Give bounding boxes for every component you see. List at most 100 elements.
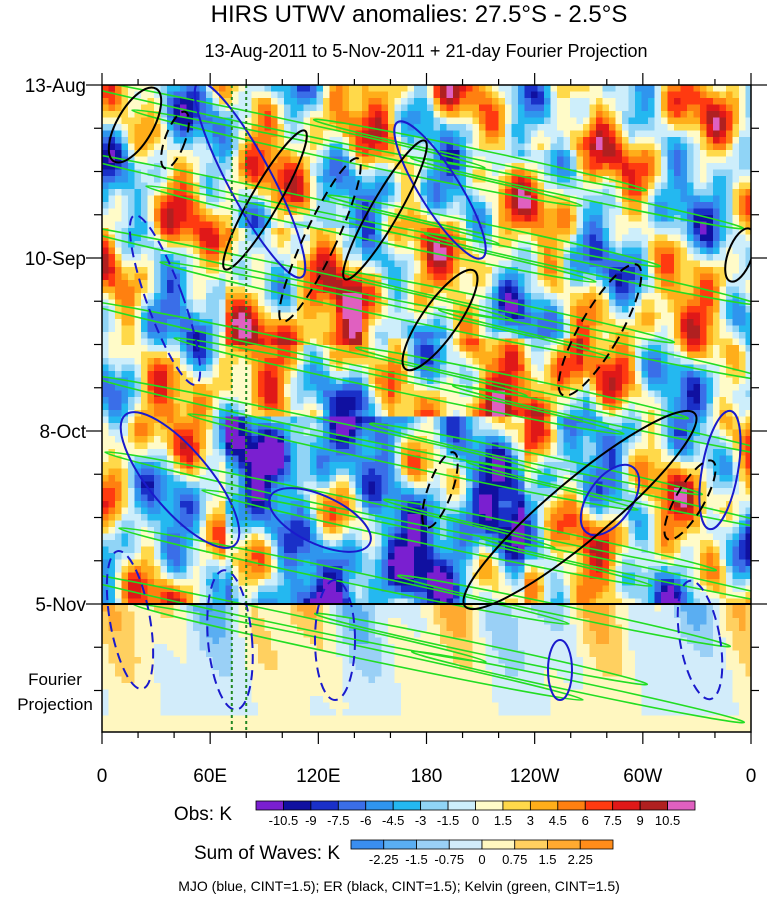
- er-contour: [107, 86, 163, 164]
- kelvin-contour: [187, 413, 639, 511]
- x-tick-label: 180: [411, 766, 443, 787]
- kelvin-contour: [437, 308, 751, 382]
- mjo-contour: [268, 487, 372, 553]
- waves-colorbar-tick: 0.75: [502, 852, 527, 867]
- kelvin-contour: [382, 498, 718, 572]
- kelvin-contour: [465, 460, 751, 534]
- obs-colorbar-tick: -3: [415, 813, 427, 828]
- waves-colorbar-swatch: [350, 839, 385, 850]
- kelvin-contour: [423, 232, 751, 306]
- mjo-contour: [206, 569, 254, 711]
- er-contour: [421, 451, 459, 529]
- y-tick-label: 8-Oct: [40, 422, 87, 443]
- plot-area: [102, 85, 751, 732]
- y-tick-label: 10-Sep: [25, 249, 86, 270]
- er-contour: [342, 139, 428, 281]
- obs-colorbar-label: Obs: K: [174, 804, 232, 825]
- kelvin-contour: [368, 422, 704, 496]
- mjo-contour: [193, 85, 307, 279]
- kelvin-contour: [104, 451, 556, 549]
- kelvin-contour: [340, 270, 676, 344]
- obs-colorbar-swatch: [365, 800, 394, 811]
- mjo-contour: [698, 409, 742, 531]
- kelvin-contour: [396, 574, 732, 648]
- obs-colorbar-swatch: [502, 800, 531, 811]
- kelvin-contour: [201, 489, 653, 587]
- obs-colorbar-swatch: [392, 800, 422, 811]
- waves-colorbar-swatch: [416, 839, 450, 850]
- x-tick-label: 120W: [510, 766, 560, 787]
- kelvin-contour: [159, 261, 611, 359]
- x-tick-label: 0: [97, 766, 108, 787]
- chart-subtitle: 13-Aug-2011 to 5-Nov-2011 + 21-day Fouri…: [204, 41, 647, 61]
- obs-colorbar-swatch: [612, 800, 641, 811]
- er-contour: [401, 268, 479, 372]
- waves-colorbar-tick: -1.5: [405, 852, 427, 867]
- projection-label-line1: Fourier: [28, 670, 82, 689]
- waves-colorbar-tick: 0: [478, 852, 485, 867]
- waves-colorbar-swatch: [547, 839, 581, 850]
- er-contour: [462, 409, 698, 611]
- obs-colorbar-tick: 4.5: [549, 813, 567, 828]
- kelvin-contour: [102, 85, 486, 169]
- kelvin-contour: [102, 375, 542, 473]
- kelvin-contour: [354, 346, 690, 420]
- obs-colorbar: [255, 800, 696, 811]
- mjo-contour: [579, 463, 641, 537]
- obs-colorbar-tick: 10.5: [655, 813, 680, 828]
- kelvin-contour: [102, 299, 528, 397]
- obs-colorbar-tick: 7.5: [604, 813, 622, 828]
- waves-colorbar-tick: 1.5: [538, 852, 556, 867]
- y-axis-labels: 13-Aug 10-Sep 8-Oct 5-Nov: [25, 76, 87, 616]
- kelvin-contour: [409, 156, 745, 230]
- kelvin-contour: [451, 384, 751, 458]
- er-contour: [663, 459, 717, 541]
- kelvin-contour: [102, 147, 500, 245]
- obs-colorbar-tick: -6: [360, 813, 372, 828]
- mjo-contour: [676, 579, 724, 701]
- er-contour: [222, 129, 308, 271]
- kelvin-contour: [479, 536, 751, 610]
- waves-colorbar-swatch: [514, 839, 548, 850]
- waves-colorbar-swatch: [579, 839, 614, 850]
- obs-colorbar-swatch: [420, 800, 449, 811]
- obs-colorbar-tick: 1.5: [494, 813, 512, 828]
- kelvin-contour: [145, 185, 597, 283]
- obs-colorbar-tick: -1.5: [437, 813, 459, 828]
- waves-colorbar-tick: -2.25: [369, 852, 399, 867]
- obs-colorbar-tick: -10.5: [269, 813, 299, 828]
- x-tick-label: 60W: [623, 766, 662, 787]
- obs-colorbar-swatch: [584, 800, 614, 811]
- waves-colorbar-swatch: [481, 839, 516, 850]
- obs-colorbar-swatch: [255, 800, 284, 811]
- obs-colorbar-tick: 0: [472, 813, 479, 828]
- obs-colorbar-tick: -9: [305, 813, 317, 828]
- obs-colorbar-swatch: [337, 800, 367, 811]
- kelvin-contour: [313, 612, 649, 686]
- axis-ticks: [86, 73, 767, 744]
- kelvin-contour: [131, 109, 583, 207]
- obs-colorbar-tick: 9: [637, 813, 644, 828]
- obs-colorbar-swatch: [475, 800, 504, 811]
- projection-label-line2: Projection: [17, 695, 93, 714]
- waves-colorbar-swatch: [383, 839, 417, 850]
- mjo-contour: [119, 411, 241, 549]
- kelvin-contour: [410, 650, 746, 724]
- mjo-contour: [314, 579, 356, 701]
- kelvin-contour: [312, 118, 648, 192]
- obs-anomaly-field: [102, 85, 751, 732]
- waves-colorbar-label: Sum of Waves: K: [194, 843, 340, 864]
- obs-colorbar-tick: -4.5: [382, 813, 404, 828]
- y-tick-label: 5-Nov: [35, 595, 86, 616]
- waves-colorbar-tick: 2.25: [568, 852, 593, 867]
- obs-colorbar-swatch: [667, 800, 696, 811]
- kelvin-contour: [118, 527, 570, 625]
- er-contour: [557, 263, 643, 397]
- mjo-contour: [128, 214, 202, 386]
- kelvin-contour: [173, 337, 625, 435]
- obs-colorbar-tick: 6: [582, 813, 589, 828]
- mjo-contour: [105, 549, 155, 691]
- obs-colorbar-swatch: [557, 800, 586, 811]
- x-tick-label: 60E: [193, 766, 227, 787]
